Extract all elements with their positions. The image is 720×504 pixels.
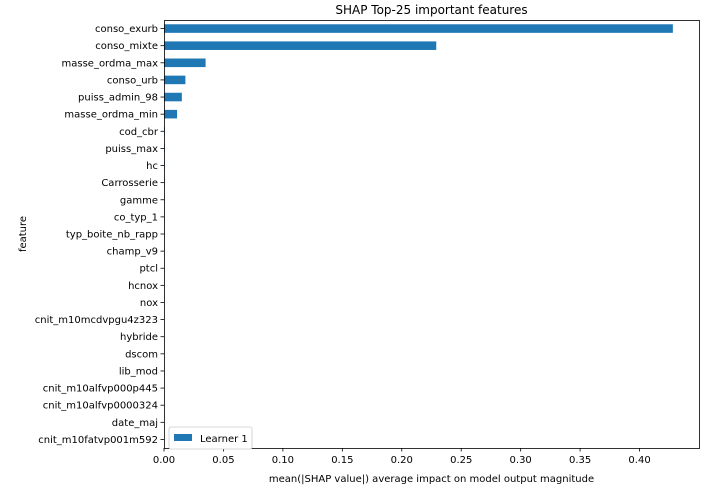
y-tick-label: conso_mixte (95, 41, 158, 52)
y-tick-label: typ_boite_nb_rapp (66, 230, 158, 241)
x-tick-label: 0.25 (450, 455, 472, 466)
y-tick-label: lib_mod (119, 366, 158, 377)
x-tick-label: 0.35 (569, 455, 591, 466)
category-labels: conso_exurb conso_mixte masse_ordma_maxcon… (35, 24, 164, 446)
x-tick-label: 0.15 (331, 455, 353, 466)
bar-masse_ordma_max (164, 58, 206, 68)
x-tick-label: 0.00 (153, 455, 175, 466)
bar-puiss_admin_98 (164, 92, 182, 102)
y-tick-label: gamme (120, 195, 158, 206)
y-tick-label: masse_ordma_min (64, 110, 158, 121)
y-tick-label: co_typ_1 (114, 212, 158, 223)
x-axis-label: mean(|SHAP value|) average impact on mod… (269, 474, 594, 485)
y-tick-label: conso_exurb (95, 24, 158, 35)
y-tick-label: conso_urb (107, 75, 158, 86)
y-tick-label: ptcl (139, 264, 158, 275)
bar-conso_mixte (164, 41, 437, 50)
x-axis-ticks: 0.00 0.05 0.10 0.15 0.20 0.25 0.30 0.35 0.40 (153, 448, 651, 466)
bar-conso_exurb (164, 24, 673, 33)
y-tick-label: cod_cbr (119, 127, 159, 138)
y-tick-label: puiss_admin_98 (78, 93, 158, 104)
x-tick-label: 0.10 (272, 455, 294, 466)
y-tick-label: dscom (125, 349, 158, 360)
plot-frame (164, 20, 700, 449)
chart-title: SHAP Top-25 important features (335, 3, 527, 17)
y-tick-label: hc (146, 161, 158, 172)
y-tick-label: cnit_m10alfvp000p445 (43, 384, 158, 395)
y-tick-label: date_maj (112, 418, 158, 429)
y-tick-label: puiss_max (105, 144, 158, 155)
y-tick-label: masse_ordma_max (62, 58, 159, 69)
y-tick-label: champ_v9 (107, 247, 158, 258)
y-tick-label: cnit_m10alfvp0000324 (43, 401, 158, 412)
y-axis-label: feature (18, 216, 29, 252)
bar-masse_ordma_min (164, 109, 178, 119)
bar-conso_urb (164, 75, 186, 85)
x-tick-label: 0.05 (212, 455, 234, 466)
legend: Learner 1 (168, 426, 253, 450)
y-tick-label: cnit_m10mcdvpgu4z323 (35, 315, 158, 326)
legend-label: Learner 1 (200, 434, 248, 445)
y-tick-label: hybride (120, 332, 158, 343)
legend-swatch (174, 434, 192, 441)
plot-background (164, 20, 699, 448)
y-tick-label: hcnox (128, 281, 158, 292)
legend-box (168, 426, 253, 450)
y-tick-label: cnit_m10fatvp001m592 (38, 435, 158, 446)
x-tick-label: 0.40 (628, 455, 650, 466)
x-tick-label: 0.20 (391, 455, 413, 466)
y-tick-label: Carrosserie (101, 178, 158, 189)
x-tick-label: 0.30 (510, 455, 532, 466)
y-tick-label: nox (140, 298, 158, 309)
